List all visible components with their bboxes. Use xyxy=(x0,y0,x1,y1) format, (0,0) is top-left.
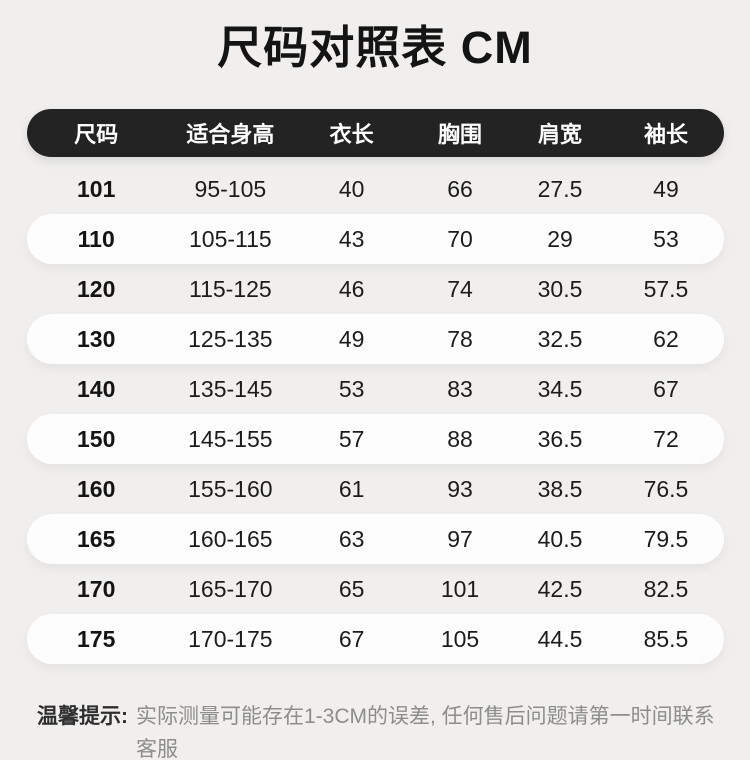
value-cell: 88 xyxy=(447,425,473,452)
value-cell: 105-115 xyxy=(189,225,272,252)
value-cell: 97 xyxy=(447,525,473,552)
value-cell: 145-155 xyxy=(188,425,273,452)
value-cell: 70 xyxy=(447,225,473,252)
value-cell: 83 xyxy=(447,375,473,402)
size-cell: 110 xyxy=(77,225,115,252)
note-line-1: 实际测量可能存在1-3CM的误差, 任何售后问题请第一时间联系客服 xyxy=(136,705,715,760)
page-title: 尺码对照表 CM xyxy=(217,22,533,73)
size-table: 尺码 适合身高 衣长 胸围 肩宽 袖长 101 95-105 40 66 27.5 49 1… xyxy=(26,109,724,664)
header-shoulder-width: 肩宽 xyxy=(538,122,583,147)
size-cell: 160 xyxy=(77,475,116,502)
value-cell: 42.5 xyxy=(537,575,583,602)
warm-tip-note: 温馨提示: 实际测量可能存在1-3CM的误差, 任何售后问题请第一时间联系客服 … xyxy=(37,700,722,760)
size-cell: 175 xyxy=(77,625,116,652)
value-cell: 78 xyxy=(447,325,473,352)
value-cell: 85.5 xyxy=(643,625,689,652)
table-row: 120 115-125 46 74 30.5 57.5 xyxy=(27,264,724,314)
header-chest: 胸围 xyxy=(438,122,483,147)
table-row: 175 170-175 67 105 44.5 85.5 xyxy=(26,614,724,664)
table-row: 150 145-155 57 88 36.5 72 xyxy=(26,414,724,464)
value-cell: 115-125 xyxy=(189,275,272,302)
value-cell: 101 xyxy=(440,575,480,602)
table-row: 165 160-165 63 97 40.5 79.5 xyxy=(26,514,724,564)
size-cell: 170 xyxy=(77,575,116,602)
value-cell: 105 xyxy=(440,625,480,652)
header-size: 尺码 xyxy=(74,122,119,147)
value-cell: 43 xyxy=(338,225,365,252)
value-cell: 30.5 xyxy=(537,275,583,302)
value-cell: 53 xyxy=(653,225,679,252)
header-sleeve-length: 袖长 xyxy=(643,122,688,147)
value-cell: 36.5 xyxy=(537,425,583,452)
value-cell: 40.5 xyxy=(537,525,583,552)
value-cell: 165-170 xyxy=(188,575,273,602)
header-garment-length: 衣长 xyxy=(329,122,374,147)
size-cell: 150 xyxy=(77,425,116,452)
value-cell: 46 xyxy=(338,275,365,302)
value-cell: 38.5 xyxy=(537,475,583,502)
note-text: 实际测量可能存在1-3CM的误差, 任何售后问题请第一时间联系客服 我们将会给您… xyxy=(136,700,722,760)
value-cell: 44.5 xyxy=(537,625,583,652)
table-header-row: 尺码 适合身高 衣长 胸围 肩宽 袖长 xyxy=(26,109,724,157)
value-cell: 135-145 xyxy=(188,375,273,402)
value-cell: 79.5 xyxy=(643,525,689,552)
value-cell: 95-105 xyxy=(194,175,267,202)
value-cell: 32.5 xyxy=(537,325,583,352)
value-cell: 61 xyxy=(338,475,365,502)
table-row: 101 95-105 40 66 27.5 49 xyxy=(27,164,724,214)
value-cell: 65 xyxy=(338,575,365,602)
size-cell: 120 xyxy=(77,275,116,302)
value-cell: 155-160 xyxy=(188,475,273,502)
value-cell: 67 xyxy=(653,375,679,402)
value-cell: 49 xyxy=(338,325,365,352)
table-row: 140 135-145 53 83 34.5 67 xyxy=(27,364,724,414)
value-cell: 57.5 xyxy=(643,275,689,302)
value-cell: 29 xyxy=(547,225,573,252)
value-cell: 72 xyxy=(653,425,679,452)
value-cell: 40 xyxy=(338,175,365,202)
size-cell: 165 xyxy=(77,525,116,552)
table-row: 160 155-160 61 93 38.5 76.5 xyxy=(27,464,724,514)
value-cell: 170-175 xyxy=(188,625,273,652)
value-cell: 62 xyxy=(653,325,679,352)
value-cell: 27.5 xyxy=(537,175,583,202)
value-cell: 63 xyxy=(338,525,365,552)
table-row: 110 105-115 43 70 29 53 xyxy=(26,214,724,264)
value-cell: 66 xyxy=(447,175,473,202)
size-table-body: 101 95-105 40 66 27.5 49 110 105-115 43 70 29 53 120… xyxy=(26,164,724,664)
value-cell: 49 xyxy=(653,175,679,202)
value-cell: 34.5 xyxy=(537,375,583,402)
size-cell: 130 xyxy=(77,325,116,352)
value-cell: 93 xyxy=(447,475,473,502)
value-cell: 125-135 xyxy=(188,325,273,352)
value-cell: 57 xyxy=(338,425,365,452)
table-row: 130 125-135 49 78 32.5 62 xyxy=(26,314,724,364)
value-cell: 53 xyxy=(338,375,365,402)
size-cell: 140 xyxy=(77,375,116,402)
header-suitable-height: 适合身高 xyxy=(186,122,275,147)
size-cell: 101 xyxy=(77,175,116,202)
value-cell: 160-165 xyxy=(188,525,273,552)
value-cell: 76.5 xyxy=(643,475,689,502)
value-cell: 82.5 xyxy=(643,575,689,602)
value-cell: 67 xyxy=(338,625,365,652)
value-cell: 74 xyxy=(447,275,473,302)
size-chart-page: 尺码对照表 CM 尺码 适合身高 衣长 胸围 肩宽 袖长 101 95-105 40… xyxy=(0,22,750,760)
table-row: 170 165-170 65 101 42.5 82.5 xyxy=(27,564,724,614)
note-label: 温馨提示: xyxy=(37,705,128,728)
